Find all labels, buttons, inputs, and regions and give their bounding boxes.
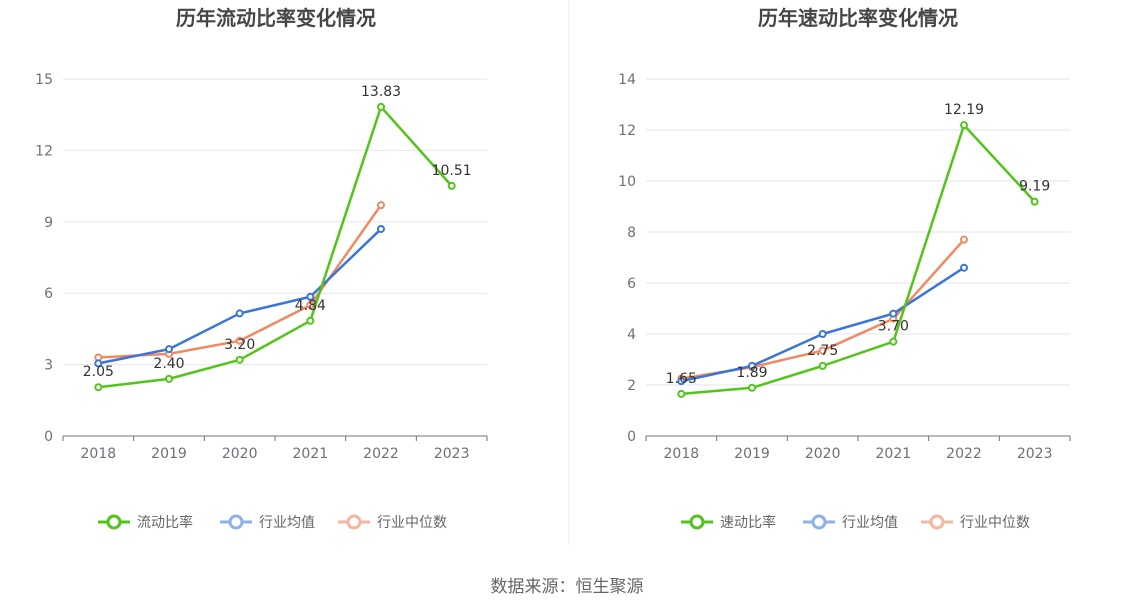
- x-tick-label: 2022: [363, 446, 399, 462]
- y-tick-label: 12: [618, 123, 636, 139]
- data-point-main: [960, 121, 968, 130]
- y-tick-label: 15: [35, 72, 53, 88]
- data-point-median: [960, 235, 968, 244]
- x-tick-label: 2021: [293, 446, 329, 462]
- data-point-median: [306, 301, 315, 310]
- y-tick-label: 6: [627, 276, 636, 292]
- x-tick-label: 2019: [151, 446, 187, 462]
- series-line-main: [98, 105, 453, 389]
- x-tick-label: 2021: [876, 446, 912, 462]
- data-point-main: [818, 361, 827, 370]
- y-tick-label: 12: [35, 143, 53, 159]
- x-tick-label: 2018: [81, 446, 117, 462]
- y-tick-label: 8: [627, 225, 636, 241]
- y-tick-label: 4: [627, 327, 636, 343]
- legend-label-median: 行业中位数: [960, 515, 1030, 531]
- series-line-median: [98, 204, 383, 359]
- data-label: 2.40: [153, 356, 184, 372]
- data-label: 4.84: [295, 298, 326, 314]
- data-label: 12.19: [944, 102, 984, 118]
- data-point-median: [235, 336, 244, 345]
- data-point-main: [889, 337, 898, 346]
- data-point-avg: [94, 359, 103, 368]
- y-tick-label: 3: [44, 358, 53, 374]
- legend-marker-main: [689, 514, 705, 530]
- data-label: 9.19: [1019, 179, 1050, 195]
- x-tick-label: 2019: [734, 446, 770, 462]
- data-label: 13.83: [361, 84, 401, 100]
- y-tick-label: 14: [618, 72, 636, 88]
- data-point-avg: [235, 309, 244, 318]
- series-line-main: [681, 123, 1036, 396]
- y-tick-label: 9: [44, 215, 53, 231]
- data-point-main: [235, 355, 244, 364]
- data-point-avg: [818, 330, 827, 338]
- chart-title: 历年流动比率变化情况: [176, 6, 376, 30]
- data-point-main: [94, 383, 103, 392]
- legend-label-main: 速动比率: [720, 514, 776, 531]
- data-label: 2.05: [83, 364, 114, 380]
- legend-marker-median: [346, 514, 362, 530]
- data-point-main: [748, 383, 756, 392]
- legend-marker-avg: [811, 514, 827, 530]
- current-ratio-chart: 历年流动比率变化情况 0 3 6 9 12 15 2018 2019 2020 2021 2022 20…: [35, 6, 488, 531]
- legend-label-avg: 行业均值: [259, 515, 315, 531]
- y-tick-label: 10: [618, 174, 636, 190]
- data-point-main: [377, 102, 385, 111]
- data-point-avg: [306, 292, 315, 301]
- data-label: 10.51: [432, 163, 472, 179]
- data-point-main: [1030, 197, 1039, 206]
- data-label: 3.20: [224, 337, 255, 353]
- data-label: 2.75: [807, 343, 838, 359]
- chart-title: 历年速动比率变化情况: [758, 6, 958, 30]
- data-label: 1.89: [736, 365, 767, 381]
- quick-ratio-chart: 历年速动比率变化情况 0 2 4 6 8 10 12 14 2018 2019 2020 2021 202…: [618, 6, 1071, 531]
- data-label: 3.70: [878, 319, 909, 335]
- data-point-main: [677, 389, 686, 398]
- data-point-avg: [677, 377, 686, 386]
- x-tick-label: 2022: [946, 446, 982, 462]
- x-tick-label: 2020: [805, 446, 841, 462]
- legend-label-main: 流动比率: [137, 514, 193, 531]
- data-point-avg: [889, 309, 898, 318]
- data-point-median: [818, 346, 827, 355]
- data-point-main: [165, 374, 173, 383]
- data-label: 1.65: [666, 371, 697, 387]
- y-tick-label: 6: [44, 286, 53, 302]
- legend-label-avg: 行业均值: [842, 515, 898, 531]
- data-point-avg: [377, 224, 385, 233]
- data-point-avg: [165, 345, 173, 354]
- data-point-avg: [960, 263, 968, 272]
- x-tick-label: 2020: [222, 446, 258, 462]
- y-tick-label: 0: [627, 429, 636, 445]
- x-tick-label: 2018: [664, 446, 700, 462]
- legend-marker-avg: [228, 514, 244, 530]
- y-tick-label: 2: [627, 378, 636, 394]
- x-tick-label: 2023: [434, 446, 470, 462]
- x-tick-label: 2023: [1017, 446, 1053, 462]
- data-point-main: [447, 181, 456, 190]
- data-source-note: 数据来源：恒生聚源: [490, 577, 644, 597]
- data-point-avg: [748, 361, 756, 370]
- legend-marker-main: [106, 514, 122, 530]
- y-tick-label: 0: [44, 429, 53, 445]
- data-point-median: [377, 201, 385, 210]
- legend-marker-median: [929, 514, 945, 530]
- legend-label-median: 行业中位数: [377, 515, 447, 531]
- data-point-main: [306, 316, 315, 325]
